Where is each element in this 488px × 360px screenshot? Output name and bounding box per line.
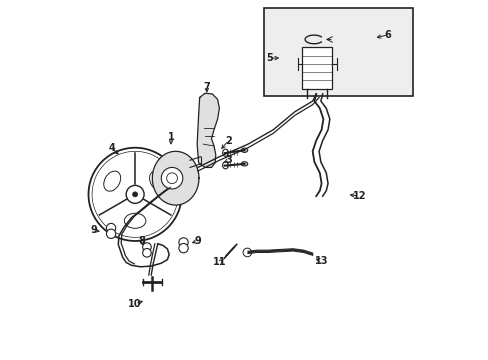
- Polygon shape: [152, 151, 199, 205]
- Circle shape: [161, 167, 183, 189]
- Text: 2: 2: [224, 136, 231, 145]
- Text: 13: 13: [314, 256, 327, 266]
- Text: 8: 8: [139, 236, 145, 246]
- Ellipse shape: [103, 171, 121, 191]
- Text: 7: 7: [203, 82, 210, 92]
- Text: 1: 1: [167, 132, 174, 142]
- Text: 5: 5: [265, 53, 272, 63]
- Ellipse shape: [222, 162, 228, 169]
- Text: 6: 6: [384, 30, 390, 40]
- Circle shape: [179, 238, 188, 247]
- Ellipse shape: [222, 149, 228, 156]
- Text: 11: 11: [212, 257, 225, 267]
- Circle shape: [126, 185, 144, 203]
- Circle shape: [243, 248, 251, 257]
- Ellipse shape: [149, 171, 166, 191]
- Circle shape: [106, 224, 116, 233]
- Circle shape: [88, 148, 182, 241]
- Text: 4: 4: [108, 143, 115, 153]
- Bar: [264, 8, 412, 96]
- Bar: [301, 47, 332, 89]
- Text: 9: 9: [90, 225, 97, 235]
- Circle shape: [142, 248, 151, 257]
- Circle shape: [142, 243, 151, 251]
- Ellipse shape: [241, 148, 247, 152]
- Circle shape: [179, 243, 188, 253]
- Circle shape: [132, 192, 137, 197]
- Text: 10: 10: [128, 299, 142, 309]
- Circle shape: [106, 229, 116, 238]
- Text: 12: 12: [352, 191, 365, 201]
- Text: 9: 9: [194, 236, 201, 246]
- Text: 3: 3: [224, 155, 231, 165]
- Ellipse shape: [241, 162, 247, 166]
- Polygon shape: [197, 93, 219, 167]
- Ellipse shape: [124, 213, 145, 228]
